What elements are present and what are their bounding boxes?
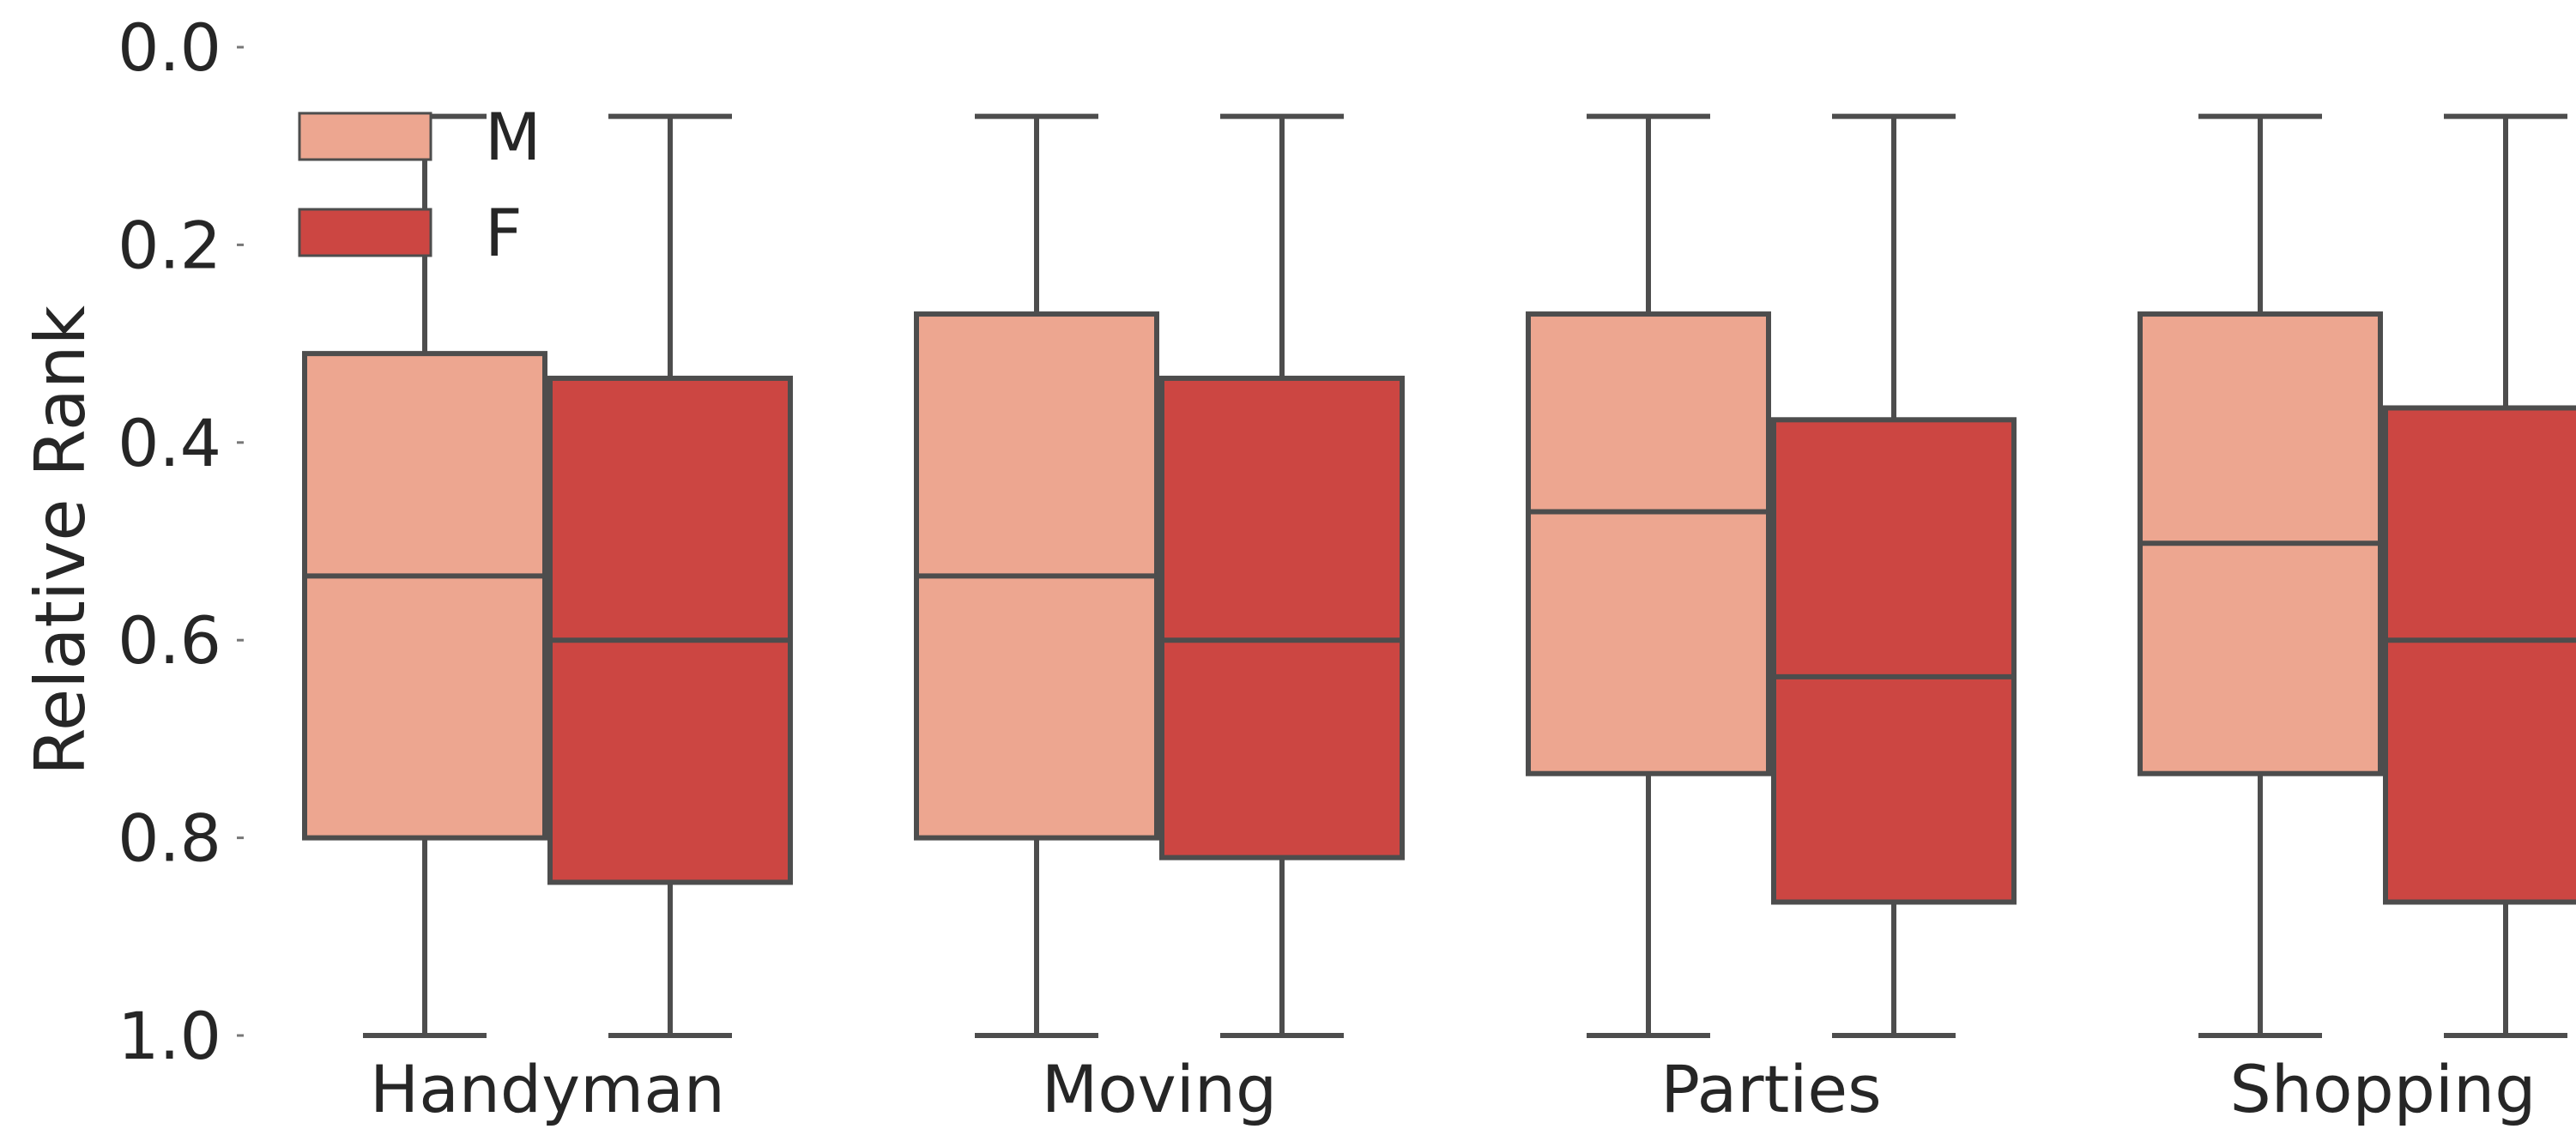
box-iqr [1771,417,2017,905]
box-iqr [1526,311,1771,776]
y-tick-label: 0.4 [118,405,221,481]
box-shopping-f [2383,113,2576,1038]
box-moving-m [914,113,1159,1038]
y-tick-label: 0.8 [118,800,221,877]
box-parties-m [1526,113,1771,1038]
box-handyman-m [302,113,547,1038]
box-shopping-m [2138,113,2383,1038]
box-iqr [1159,375,1405,860]
y-axis-label: Relative Rank [21,305,100,776]
x-tick-label: Shopping [2230,1051,2537,1127]
legend-swatch-m [298,112,432,161]
x-tick-label: Parties [1660,1051,1882,1127]
legend-swatch-f [298,208,432,257]
legend-label-m: M [485,99,541,175]
box-iqr [547,375,793,885]
y-tick-label: 1.0 [118,998,221,1074]
y-tick-label: 0.6 [118,602,221,679]
box-parties-f [1771,113,2017,1038]
box-iqr [2383,405,2576,905]
legend-label-f: F [485,195,523,271]
legend: MF [298,99,541,271]
x-axis-labels: Handyman Moving Parties Shopping [370,1051,2536,1127]
y-tick-label: 0.0 [118,9,221,86]
x-tick-label: Handyman [370,1051,725,1127]
box-moving-f [1159,113,1405,1038]
y-axis-ticks: 0.0 0.2 0.4 0.6 0.8 1.0 [118,9,244,1074]
box-handyman-f [547,113,793,1038]
box-iqr [302,351,547,841]
x-tick-label: Moving [1042,1051,1278,1127]
y-tick-label: 0.2 [118,207,221,283]
box-series [302,113,2576,1038]
